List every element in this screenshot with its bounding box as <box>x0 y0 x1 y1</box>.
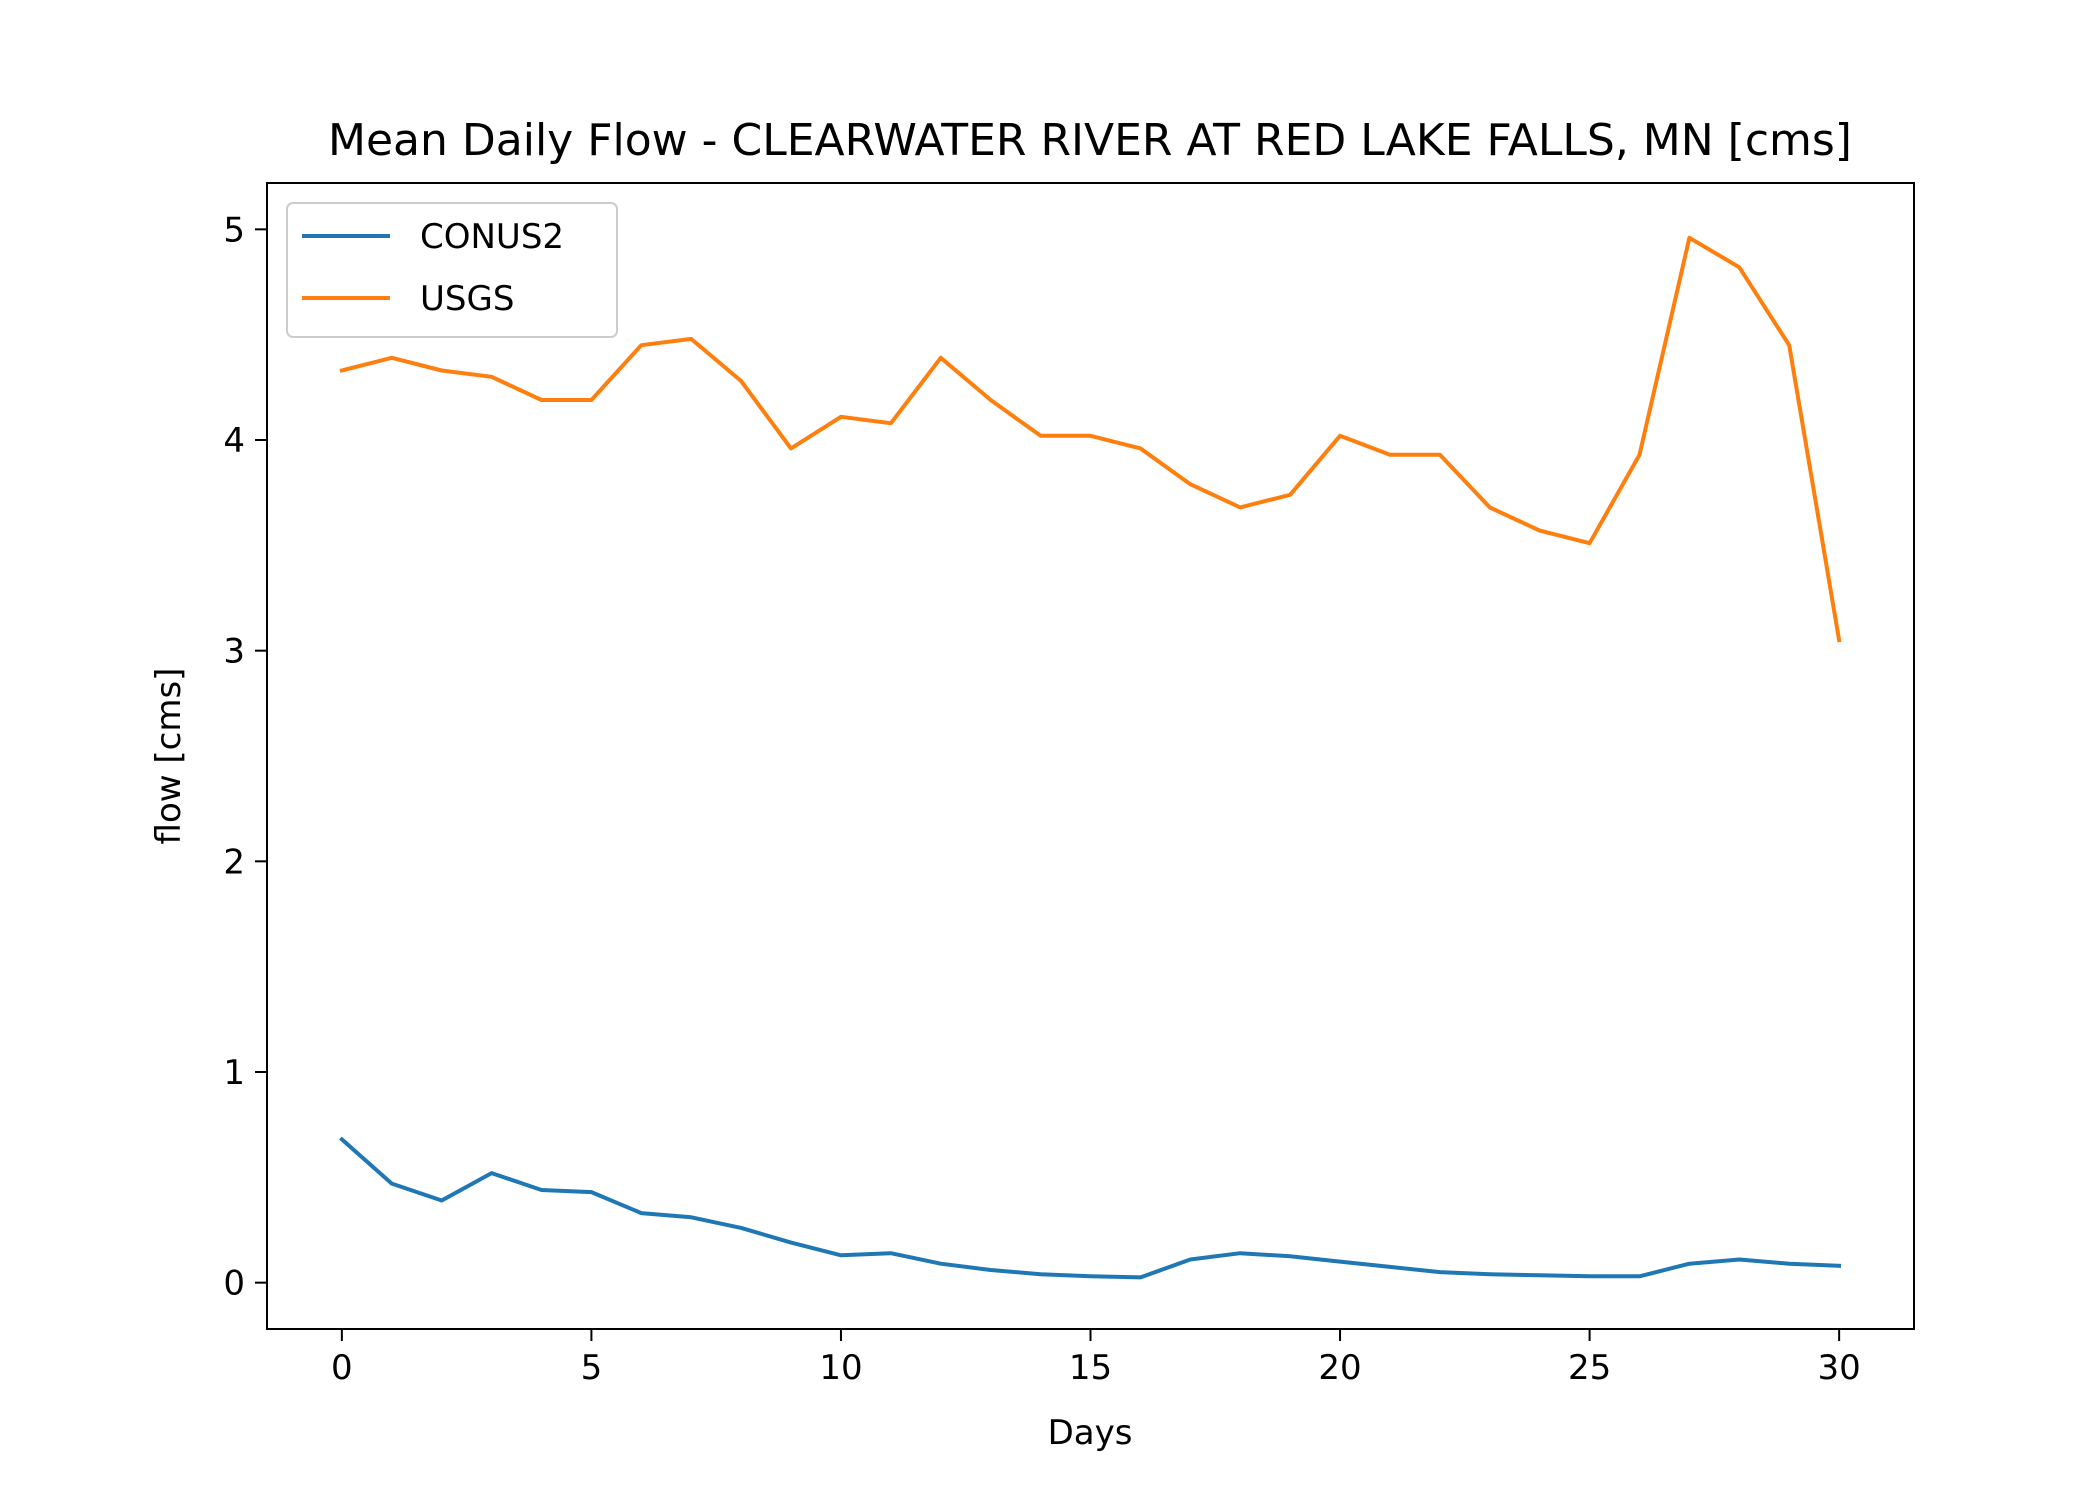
x-tick-label: 15 <box>1069 1348 1112 1388</box>
x-tick-label: 20 <box>1318 1348 1361 1388</box>
y-tick-label: 5 <box>223 210 245 250</box>
series-line-usgs <box>339 235 1842 643</box>
series-line-conus2 <box>339 1136 1842 1280</box>
y-tick-label: 0 <box>223 1264 245 1304</box>
plot-area <box>339 235 1842 1280</box>
y-axis: 0 1 2 3 4 5 <box>223 210 267 1304</box>
legend-label-usgs: USGS <box>420 279 514 319</box>
y-tick-label: 4 <box>223 421 245 461</box>
x-tick-label: 25 <box>1568 1348 1611 1388</box>
x-tick-label: 10 <box>819 1348 862 1388</box>
chart-title: Mean Daily Flow - CLEARWATER RIVER AT RE… <box>328 115 1852 166</box>
y-tick-label: 3 <box>223 632 245 672</box>
y-tick-label: 1 <box>223 1053 245 1093</box>
y-axis-label: flow [cms] <box>149 668 189 845</box>
legend-label-conus2: CONUS2 <box>420 217 564 257</box>
x-tick-label: 0 <box>331 1348 353 1388</box>
x-axis-label: Days <box>1048 1413 1133 1453</box>
x-tick-label: 30 <box>1818 1348 1861 1388</box>
x-tick-label: 5 <box>581 1348 603 1388</box>
legend: CONUS2 USGS <box>286 202 618 338</box>
x-axis: 0 5 10 15 20 25 30 <box>331 1329 1861 1388</box>
y-tick-label: 2 <box>223 842 245 882</box>
